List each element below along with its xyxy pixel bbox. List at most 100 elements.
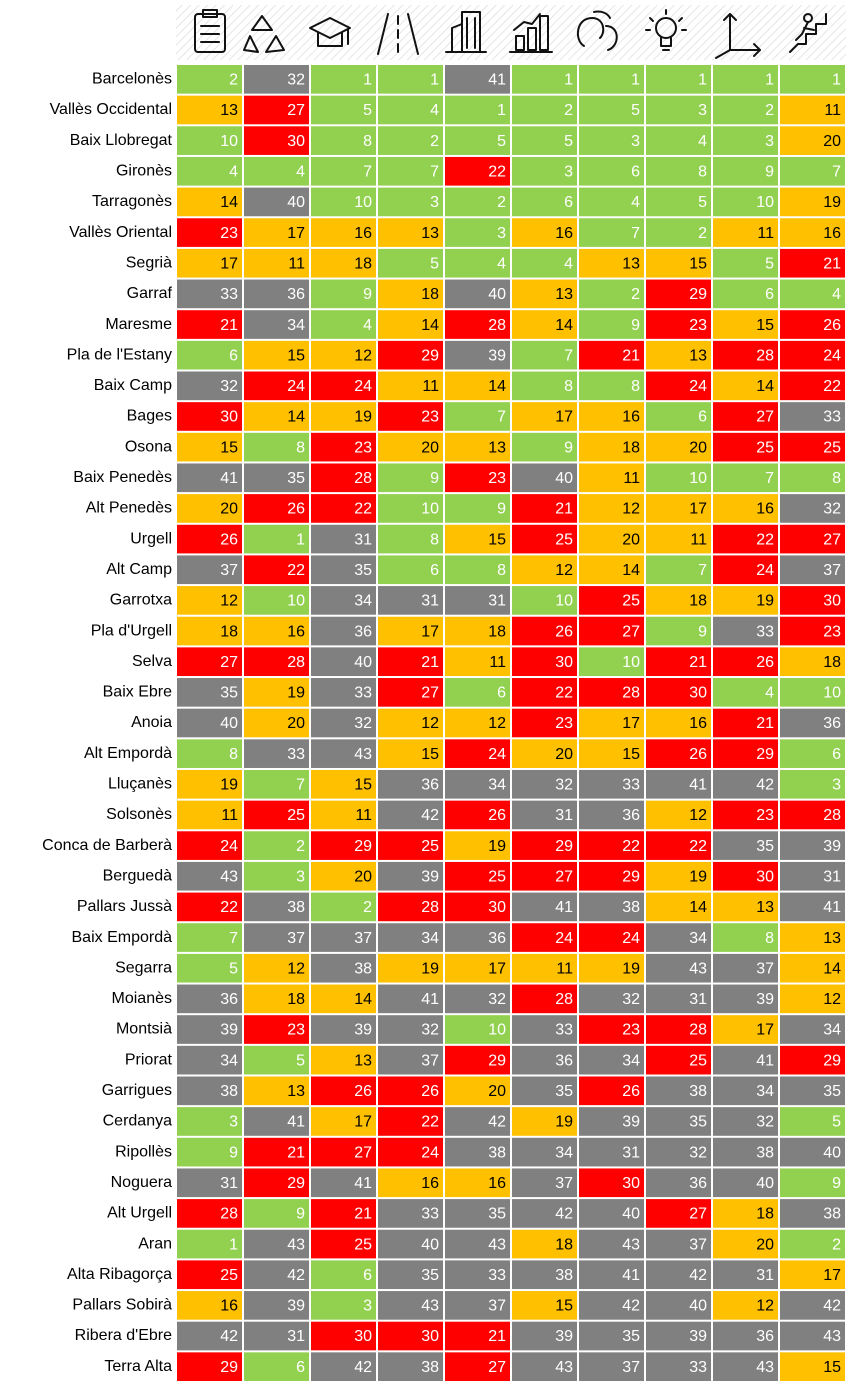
- cell-value: 30: [823, 593, 841, 610]
- cell-value: 3: [497, 225, 506, 242]
- cell: [177, 1107, 242, 1136]
- cell-value: 25: [421, 838, 439, 855]
- cell: [646, 1229, 711, 1259]
- cell-value: 23: [823, 623, 841, 640]
- cell-value: 28: [689, 1022, 707, 1039]
- cell-value: 18: [287, 991, 305, 1008]
- cell: [177, 95, 242, 125]
- cell: [311, 187, 376, 217]
- cell: [244, 1015, 309, 1044]
- cell-value: 12: [622, 501, 640, 518]
- cell: [445, 494, 510, 523]
- cell-value: 41: [354, 1175, 372, 1192]
- cell-value: 21: [287, 1144, 305, 1161]
- cell-value: 21: [622, 347, 640, 364]
- cell-value: 1: [229, 1236, 238, 1253]
- cell: [445, 156, 510, 186]
- row-label: Noguera: [111, 1174, 172, 1191]
- cell: [780, 402, 845, 431]
- cell: [780, 739, 845, 768]
- cell: [311, 65, 376, 94]
- cell-value: 32: [287, 72, 305, 89]
- cell: [646, 1260, 711, 1290]
- cell: [445, 800, 510, 830]
- cell-value: 20: [421, 439, 439, 456]
- cell-value: 5: [296, 1052, 305, 1069]
- cell: [713, 678, 778, 707]
- cell: [244, 1260, 309, 1290]
- cell-value: 28: [220, 1206, 238, 1223]
- cell-value: 21: [220, 317, 238, 334]
- cell-value: 32: [823, 501, 841, 518]
- cell-value: 35: [220, 685, 238, 702]
- cell: [713, 708, 778, 738]
- cell: [780, 769, 845, 799]
- cell: [445, 248, 510, 278]
- cell-value: 22: [756, 531, 774, 548]
- cell: [646, 156, 711, 186]
- cell: [311, 984, 376, 1014]
- row-label: Baix Camp: [94, 377, 172, 394]
- cell: [244, 800, 309, 830]
- cell: [445, 923, 510, 952]
- cell: [445, 831, 510, 860]
- cell-value: 42: [555, 1206, 573, 1223]
- cell-value: 26: [220, 531, 238, 548]
- cell: [378, 340, 443, 370]
- cell-value: 19: [756, 593, 774, 610]
- cell-value: 43: [823, 1328, 841, 1345]
- cell: [311, 1045, 376, 1075]
- cell: [378, 984, 443, 1014]
- cell: [244, 95, 309, 125]
- cell-value: 33: [421, 1206, 439, 1223]
- row-label: Pla d'Urgell: [91, 622, 172, 639]
- cell: [244, 1321, 309, 1351]
- cell: [378, 769, 443, 799]
- cell: [579, 861, 644, 891]
- cell: [579, 432, 644, 462]
- cell-value: 3: [430, 194, 439, 211]
- cell: [780, 1168, 845, 1198]
- cell: [512, 923, 577, 952]
- cell-value: 5: [564, 133, 573, 150]
- row-label: Priorat: [125, 1051, 173, 1068]
- cell-value: 16: [220, 1298, 238, 1315]
- cell: [311, 310, 376, 339]
- cell-value: 21: [689, 654, 707, 671]
- row-label: Moianès: [112, 990, 172, 1007]
- cell: [780, 708, 845, 738]
- cell-value: 30: [287, 133, 305, 150]
- cell: [579, 494, 644, 523]
- cell-value: 36: [488, 930, 506, 947]
- cell-value: 37: [354, 930, 372, 947]
- cell-value: 36: [756, 1328, 774, 1345]
- cell: [512, 647, 577, 677]
- cell-value: 16: [421, 1175, 439, 1192]
- cell-value: 7: [430, 163, 439, 180]
- cell: [579, 248, 644, 278]
- cell-value: 33: [689, 1359, 707, 1376]
- cell-value: 15: [488, 531, 506, 548]
- cell-value: 42: [220, 1328, 238, 1345]
- cell-value: 37: [421, 1052, 439, 1069]
- cell: [512, 892, 577, 922]
- cell-value: 31: [756, 1267, 774, 1284]
- cell-value: 26: [689, 746, 707, 763]
- cell-value: 29: [287, 1175, 305, 1192]
- cell-value: 9: [497, 501, 506, 518]
- cell-value: 18: [689, 593, 707, 610]
- cell: [713, 1229, 778, 1259]
- cell: [780, 248, 845, 278]
- cell: [311, 678, 376, 707]
- cell-value: 3: [631, 133, 640, 150]
- cell: [713, 831, 778, 860]
- cell: [713, 861, 778, 891]
- cell-value: 31: [421, 593, 439, 610]
- cell-value: 25: [354, 1236, 372, 1253]
- cell-value: 42: [756, 777, 774, 794]
- cell: [311, 218, 376, 247]
- cell: [512, 1137, 577, 1167]
- cell: [244, 126, 309, 155]
- cell-value: 30: [555, 654, 573, 671]
- cell-value: 4: [229, 163, 238, 180]
